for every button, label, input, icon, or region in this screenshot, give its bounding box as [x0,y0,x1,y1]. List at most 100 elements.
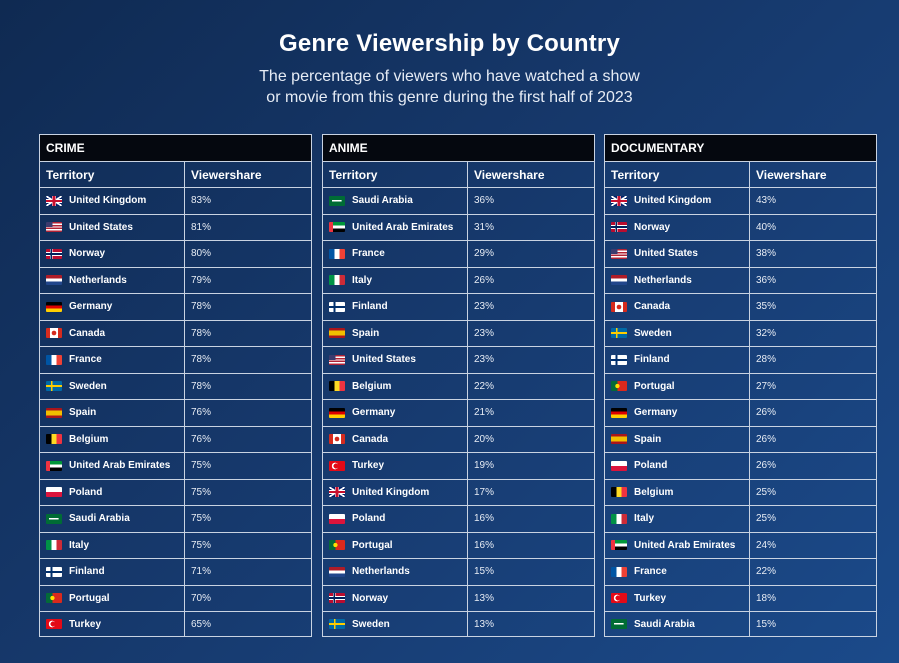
territory-cell: Poland [605,453,750,479]
territory-name: Sweden [634,327,672,339]
table-row: United Arab Emirates 24% [605,532,876,559]
territory-cell: Finland [605,347,750,373]
table-row: France 78% [40,347,311,374]
territory-cell: Norway [323,585,468,611]
territory-name: France [69,354,102,366]
viewershare-value: 35% [756,301,777,313]
viewershare-value: 32% [756,327,777,339]
subtitle-line-1: The percentage of viewers who have watch… [259,68,640,85]
flag-pt-icon [329,540,345,551]
territory-name: United Kingdom [352,486,430,498]
flag-ca-icon [46,328,62,339]
anime-table-title: ANIME [323,135,594,162]
territory-name: Finland [352,301,388,313]
anime-table: ANIME Territory Viewershare Saudi Arabia 36%… [322,134,595,637]
table-row: United States 38% [605,241,876,268]
territory-cell: United Kingdom [40,188,185,214]
territory-cell: United Kingdom [323,479,468,505]
territory-cell: Norway [40,241,185,267]
flag-es-icon [611,434,627,445]
territory-name: Norway [69,248,106,260]
territory-name: Germany [634,407,678,419]
table-row: Norway 13% [323,585,594,612]
territory-name: Norway [352,592,389,604]
territory-cell: France [40,347,185,373]
territory-cell: United States [40,214,185,240]
viewershare-value: 79% [191,274,212,286]
viewershare-value: 20% [474,433,495,445]
viewershare-value: 26% [756,460,777,472]
territory-cell: Italy [323,267,468,293]
table-row: Spain 76% [40,400,311,427]
viewershare-value: 71% [191,566,212,578]
table-row: Canada 20% [323,426,594,453]
flag-pl-icon [611,460,627,471]
territory-cell: Turkey [605,585,750,611]
territory-name: Germany [352,407,396,419]
table-row: Belgium 76% [40,426,311,453]
table-row: Netherlands 15% [323,559,594,586]
viewershare-value: 15% [756,618,777,630]
territory-name: Turkey [634,592,667,604]
table-row: France 29% [323,241,594,268]
territory-name: Saudi Arabia [69,513,130,525]
territory-cell: France [605,559,750,585]
table-row: United Arab Emirates 31% [323,214,594,241]
territory-column-header: Territory [40,162,185,187]
territory-cell: United Arab Emirates [323,214,468,240]
territory-name: Canada [634,301,671,313]
table-row: Sweden 13% [323,612,594,636]
territory-cell: Turkey [40,612,185,636]
territory-name: Turkey [69,618,102,630]
table-row: Italy 75% [40,532,311,559]
territory-cell: Poland [323,506,468,532]
column-header-row: Territory Viewershare [605,162,876,188]
flag-pl-icon [46,487,62,498]
viewershare-column-header: Viewershare [191,167,262,182]
column-header-row: Territory Viewershare [40,162,311,188]
viewershare-value: 16% [474,539,495,551]
viewershare-value: 31% [474,221,495,233]
flag-no-icon [46,248,62,259]
territory-cell: Italy [40,532,185,558]
territory-name: United Arab Emirates [352,221,454,233]
flag-sa-icon [46,513,62,524]
territory-name: Germany [69,301,113,313]
viewershare-value: 70% [191,592,212,604]
table-row: Norway 40% [605,214,876,241]
territory-name: Spain [352,327,380,339]
table-row: Saudi Arabia 36% [323,188,594,215]
flag-sa-icon [611,619,627,629]
territory-cell: Saudi Arabia [323,188,468,214]
viewershare-column-header: Viewershare [756,167,827,182]
table-row: United States 23% [323,347,594,374]
territory-cell: Sweden [605,320,750,346]
viewershare-value: 36% [474,195,495,207]
territory-name: Netherlands [634,274,692,286]
territory-cell: Sweden [323,612,468,636]
territory-cell: Belgium [40,426,185,452]
viewershare-value: 25% [756,513,777,525]
territory-cell: Portugal [40,585,185,611]
flag-no-icon [611,222,627,233]
viewershare-value: 40% [756,221,777,233]
viewershare-value: 21% [474,407,495,419]
subtitle-line-2: or movie from this genre during the firs… [266,89,633,106]
viewershare-value: 78% [191,380,212,392]
flag-us-icon [46,222,62,233]
table-row: Finland 23% [323,294,594,321]
viewershare-value: 23% [474,327,495,339]
territory-cell: United Arab Emirates [40,453,185,479]
viewershare-value: 75% [191,486,212,498]
table-row: Belgium 22% [323,373,594,400]
flag-be-icon [329,381,345,392]
flag-gb-icon [329,487,345,498]
territory-cell: Germany [605,400,750,426]
flag-de-icon [46,301,62,312]
viewershare-value: 78% [191,301,212,313]
flag-fi-icon [46,566,62,577]
territory-cell: United States [323,347,468,373]
documentary-table: DOCUMENTARY Territory Viewershare United Ki… [604,134,877,637]
flag-nl-icon [329,566,345,577]
viewershare-value: 80% [191,248,212,260]
